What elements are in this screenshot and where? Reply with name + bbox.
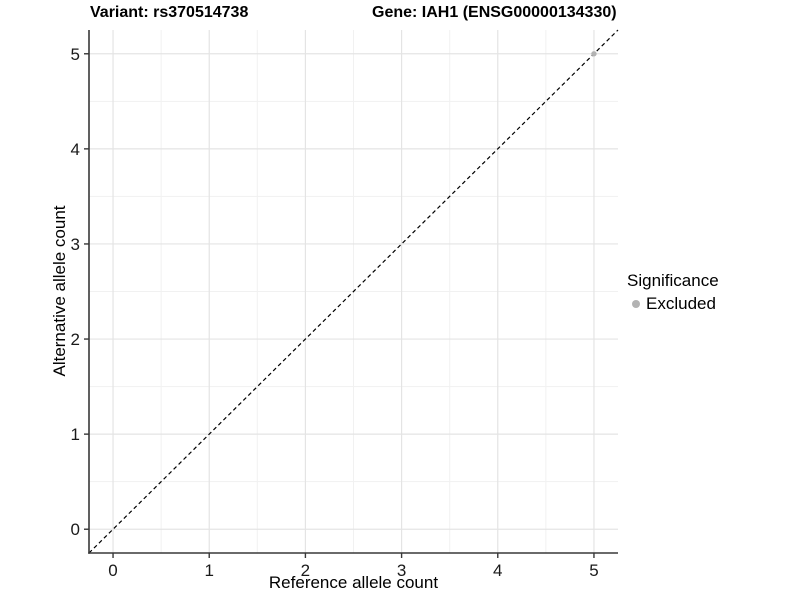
legend-item-label: Excluded — [646, 294, 716, 313]
y-tick-label: 1 — [71, 425, 80, 444]
y-tick-label: 4 — [71, 140, 80, 159]
y-tick-label: 2 — [71, 330, 80, 349]
x-tick-label: 4 — [493, 561, 502, 580]
y-tick-label: 5 — [71, 45, 80, 64]
legend-item-excluded: Excluded — [627, 294, 719, 314]
y-tick-label: 3 — [71, 235, 80, 254]
gene-title: Gene: IAH1 (ENSG00000134330) — [372, 4, 617, 21]
y-tick-label: 0 — [71, 520, 80, 539]
excluded-point-icon — [631, 300, 640, 308]
x-tick-label: 1 — [204, 561, 213, 580]
x-tick-label: 2 — [301, 561, 310, 580]
data-point — [591, 51, 597, 57]
y-axis-title: Alternative allele count — [50, 205, 69, 377]
variant-title: Variant: rs370514738 — [90, 4, 249, 21]
legend-key — [627, 296, 644, 313]
legend-title: Significance — [627, 271, 719, 290]
identity-line — [88, 29, 619, 554]
legend: Significance Excluded — [627, 271, 719, 314]
x-tick-label: 0 — [108, 561, 117, 580]
x-tick-label: 3 — [397, 561, 406, 580]
x-axis-title: Reference allele count — [268, 573, 439, 592]
x-tick-label: 5 — [589, 561, 598, 580]
